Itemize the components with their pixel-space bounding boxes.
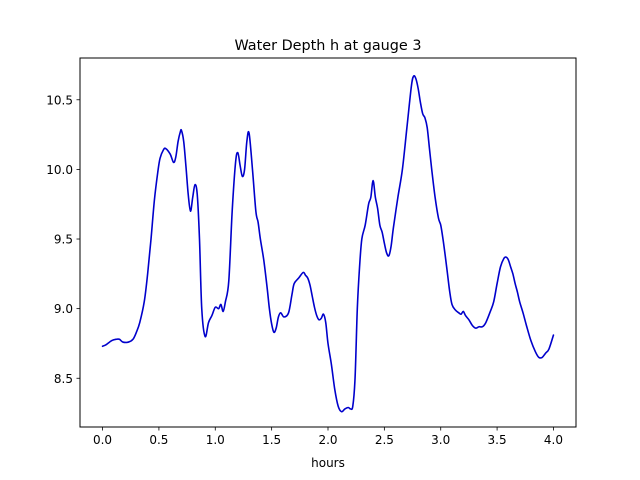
x-tick-label: 3.5 bbox=[488, 433, 507, 447]
chart-title: Water Depth h at gauge 3 bbox=[234, 38, 421, 54]
y-tick-label: 8.5 bbox=[54, 372, 73, 386]
x-tick-label: 3.0 bbox=[431, 433, 450, 447]
x-tick-label: 2.0 bbox=[318, 433, 337, 447]
axes-background bbox=[80, 58, 576, 427]
x-tick-label: 4.0 bbox=[544, 433, 563, 447]
y-tick-label: 10.5 bbox=[46, 93, 73, 107]
x-tick-label: 1.0 bbox=[206, 433, 225, 447]
y-tick-label: 9.0 bbox=[54, 302, 73, 316]
x-axis: 0.0 0.5 1.0 1.5 2.0 2.5 3.0 3.5 4.0 bbox=[93, 427, 563, 447]
plot-area: 0.0 0.5 1.0 1.5 2.0 2.5 3.0 3.5 4.0 8.5 9.0 9.5 10.… bbox=[46, 57, 577, 447]
x-axis-label: hours bbox=[311, 456, 345, 470]
x-tick-label: 0.5 bbox=[149, 433, 168, 447]
x-tick-label: 0.0 bbox=[93, 433, 112, 447]
y-tick-label: 10.0 bbox=[46, 163, 73, 177]
x-tick-label: 1.5 bbox=[262, 433, 281, 447]
series-line bbox=[101, 74, 555, 413]
y-axis: 8.5 9.0 9.5 10.0 10.5 bbox=[46, 93, 80, 386]
y-tick-label: 9.5 bbox=[54, 233, 73, 247]
axes-frame bbox=[79, 57, 577, 428]
x-tick-label: 2.5 bbox=[375, 433, 394, 447]
